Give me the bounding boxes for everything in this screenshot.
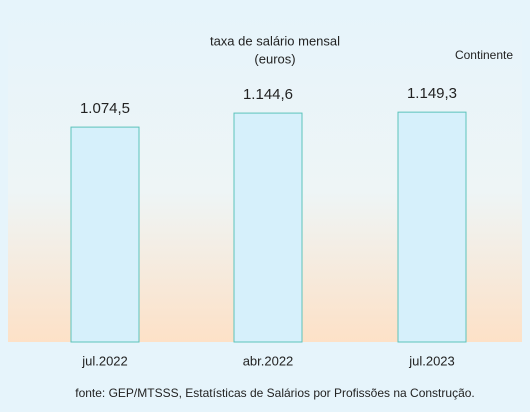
data-label: 1.144,6 xyxy=(243,86,293,103)
bar xyxy=(397,111,467,343)
annotation: Continente xyxy=(455,48,513,62)
x-tick-label: jul.2023 xyxy=(408,353,455,368)
bar xyxy=(233,112,303,343)
data-label: 1.149,3 xyxy=(407,85,457,102)
chart-subtitle: (euros) xyxy=(254,51,295,66)
chart-title: taxa de salário mensal xyxy=(210,33,340,48)
data-label: 1.074,5 xyxy=(80,100,130,117)
x-tick-label: abr.2022 xyxy=(243,353,294,368)
bar xyxy=(70,126,140,343)
x-tick-label: jul.2022 xyxy=(81,353,128,368)
source: fonte: GEP/MTSSS, Estatísticas de Salári… xyxy=(75,386,475,400)
